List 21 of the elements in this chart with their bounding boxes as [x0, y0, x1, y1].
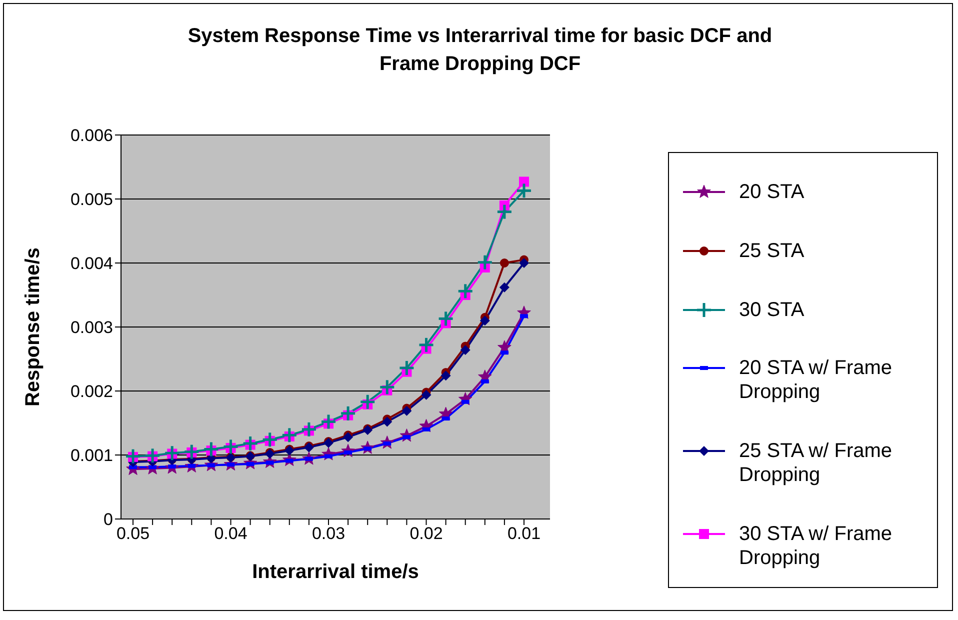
chart-title: System Response Time vs Interarrival time for basic DCF and Frame Dropping DCF — [186, 24, 774, 77]
legend-label: 20 STA — [739, 180, 806, 204]
x-tick-label: 0.04 — [214, 524, 248, 544]
y-axis-title: Response time/s — [22, 248, 44, 406]
legend-label: 30 STA — [739, 298, 806, 322]
y-tick-label: 0 — [104, 510, 113, 530]
x-axis-title: Interarrival time/s — [252, 561, 419, 583]
y-tick-label: 0.004 — [70, 254, 113, 274]
legend-label: 20 STA w/ Frame Dropping — [739, 356, 894, 404]
legend-label: 25 STA — [739, 238, 806, 263]
legend-label: 30 STA w/ Frame Dropping — [739, 522, 894, 570]
x-tick-label: 0.01 — [507, 524, 541, 544]
y-tick-label: 0.003 — [70, 318, 113, 338]
y-tick-label: 0.001 — [70, 446, 113, 466]
legend-label: 25 STA w/ Frame Dropping — [739, 438, 894, 487]
y-tick-label: 0.006 — [70, 126, 113, 146]
x-tick-label: 0.03 — [312, 524, 346, 544]
x-tick-label: 0.05 — [116, 524, 150, 544]
x-tick-label: 0.02 — [410, 524, 443, 544]
y-tick-label: 0.005 — [70, 190, 113, 210]
y-tick-label: 0.002 — [70, 382, 113, 402]
